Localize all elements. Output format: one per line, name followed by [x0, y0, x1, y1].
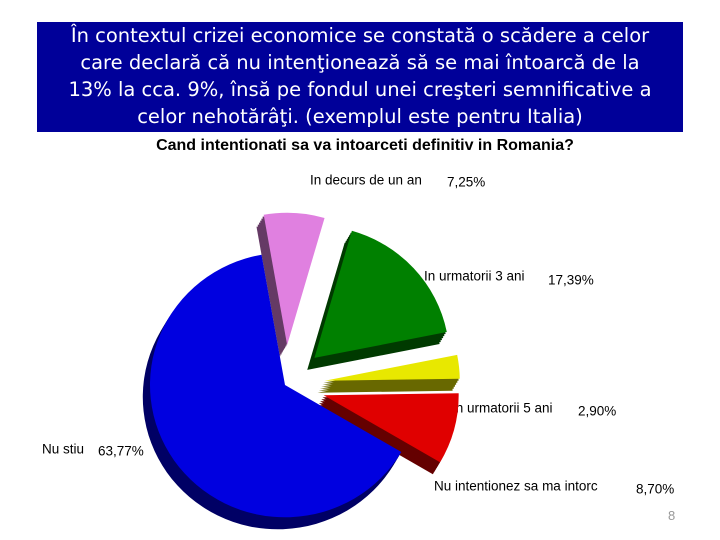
- slice: [314, 230, 447, 358]
- slice-label: In urmatorii 5 ani: [452, 401, 553, 416]
- page-number: 8: [668, 508, 676, 523]
- slice: [323, 393, 459, 463]
- header-line: 13% la cca. 9%, însă pe fondul unei creş…: [68, 78, 652, 101]
- header-line: celor nehotărâţi. (exemplul este pentru …: [137, 105, 583, 128]
- value-label: 17,39%: [548, 273, 594, 288]
- header-line: care declară că nu intenţionează să se m…: [80, 51, 640, 74]
- slice-label: In decurs de un an: [310, 173, 422, 188]
- value-label: 7,25%: [447, 175, 485, 190]
- slice-label: Nu stiu: [42, 442, 84, 457]
- chart-title: Cand intentionati sa va intoarceti defin…: [156, 137, 574, 154]
- header: În contextul crizei economice se constat…: [37, 22, 683, 132]
- slice-label: Nu intentionez sa ma intorc: [434, 479, 598, 494]
- slice: [263, 212, 325, 346]
- value-label: 8,70%: [636, 482, 674, 497]
- slice-label: In urmatorii 3 ani: [424, 269, 525, 284]
- slice: [324, 354, 460, 381]
- header-line: În contextul crizei economice se constat…: [70, 24, 650, 47]
- value-label: 2,90%: [578, 404, 616, 419]
- slice: [149, 254, 402, 518]
- value-label: 63,77%: [98, 444, 144, 459]
